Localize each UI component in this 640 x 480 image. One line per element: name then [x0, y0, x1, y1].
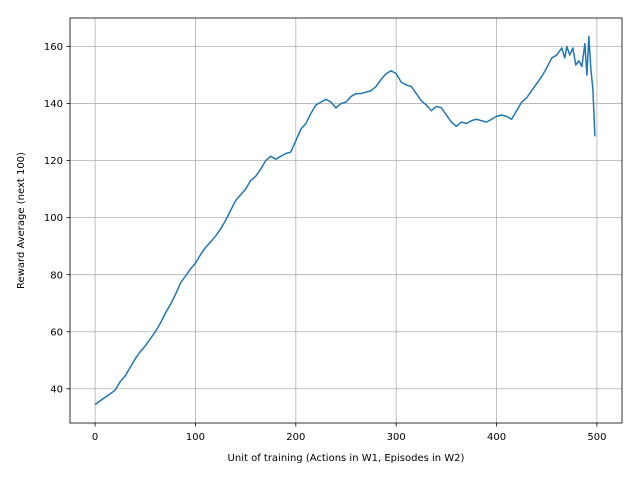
- x-tick-label: 100: [186, 432, 205, 443]
- series-layer: [94, 35, 596, 406]
- y-tick-label: 140: [44, 99, 63, 110]
- x-tick-label: 400: [487, 432, 506, 443]
- y-tick-label: 160: [44, 42, 63, 53]
- y-axis-label: Reward Average (next 100): [16, 152, 27, 289]
- y-tick-label: 120: [44, 156, 63, 167]
- y-tick-label: 40: [50, 384, 63, 395]
- tick-layer: 0 100 200 300 400 500 40 60 80 100 120 140 160: [44, 42, 607, 443]
- plot-frame: [69, 17, 623, 424]
- x-tick-label: 300: [387, 432, 406, 443]
- y-tick-label: 100: [44, 213, 63, 224]
- y-tick-label: 60: [50, 327, 63, 338]
- series-line: [94, 35, 596, 406]
- x-tick-label: 200: [286, 432, 305, 443]
- gridlines: [70, 18, 622, 423]
- x-tick-label: 500: [587, 432, 606, 443]
- x-tick-label: 0: [92, 432, 98, 443]
- y-tick-label: 80: [50, 270, 63, 281]
- x-axis-label: Unit of training (Actions in W1, Episode…: [228, 453, 465, 464]
